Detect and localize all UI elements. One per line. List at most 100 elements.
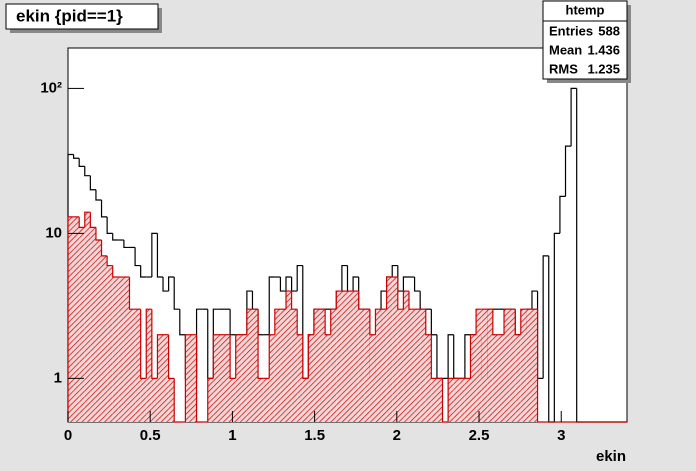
bar-outline xyxy=(89,212,96,228)
bar-fill xyxy=(414,309,421,422)
bar-outline xyxy=(72,154,80,159)
bar-fill xyxy=(118,277,124,422)
bar-outline xyxy=(268,276,275,335)
bar-outline xyxy=(307,334,314,379)
bar-outline xyxy=(212,334,219,379)
bar-fill xyxy=(425,334,432,422)
bar-fill xyxy=(274,309,281,422)
bar-fill xyxy=(157,334,164,422)
bar-outline xyxy=(296,309,303,336)
bar-outline xyxy=(313,308,320,335)
bar-outline xyxy=(140,309,147,379)
y-tick-label: 10 xyxy=(45,224,62,241)
bar-fill xyxy=(286,291,292,422)
bar-outline xyxy=(134,247,141,267)
bar-fill xyxy=(470,334,477,422)
bar-fill xyxy=(319,309,326,422)
bar-fill xyxy=(459,378,465,422)
bar-fill xyxy=(436,378,443,422)
bar-fill xyxy=(520,309,527,422)
bar-fill xyxy=(213,334,219,422)
bar-outline xyxy=(430,334,437,379)
bar-outline xyxy=(564,145,572,197)
bar-fill xyxy=(526,309,532,422)
x-tick-label: 1 xyxy=(228,427,236,444)
bar-outline xyxy=(352,276,359,292)
bar-outline xyxy=(296,264,303,292)
bar-fill xyxy=(364,309,370,422)
bar-outline xyxy=(391,264,398,278)
bar-outline xyxy=(386,276,393,310)
bar-fill xyxy=(341,291,348,422)
bar-fill xyxy=(224,334,231,422)
y-tick-label: 1 xyxy=(54,369,62,386)
bar-fill xyxy=(498,334,505,422)
bar-fill xyxy=(123,277,130,422)
bar-outline xyxy=(503,308,510,335)
bar-outline xyxy=(151,309,158,379)
bar-outline xyxy=(162,277,169,292)
stats-value: 1.235 xyxy=(587,61,620,76)
bar-fill xyxy=(515,334,521,422)
chart-title: ekin {pid==1} xyxy=(16,6,123,25)
x-tick-label: 0 xyxy=(64,427,72,444)
bar-outline xyxy=(274,308,281,335)
bar-fill xyxy=(347,291,354,422)
bar-fill xyxy=(168,378,175,422)
bar-fill xyxy=(90,227,96,422)
bar-fill xyxy=(408,309,415,422)
bar-outline xyxy=(168,334,175,379)
bar-fill xyxy=(531,309,538,422)
x-tick-label: 1.5 xyxy=(304,427,325,444)
bar-outline xyxy=(95,189,102,201)
bar-fill xyxy=(353,291,359,422)
title-box xyxy=(5,3,159,30)
bar-outline xyxy=(151,232,158,278)
bar-fill xyxy=(481,309,488,422)
stats-value: 588 xyxy=(598,23,620,38)
bar-fill xyxy=(84,212,91,422)
bar-fill xyxy=(297,334,303,422)
bar-outline xyxy=(335,290,342,310)
bar-outline xyxy=(89,175,96,191)
bar-outline xyxy=(100,240,108,257)
bar-fill xyxy=(381,309,387,422)
bar-fill xyxy=(313,309,320,422)
x-axis-label: ekin xyxy=(596,448,626,465)
bar-outline xyxy=(531,290,538,310)
bar-outline xyxy=(279,277,287,292)
bar-outline xyxy=(173,277,180,310)
bar-outline xyxy=(514,309,521,336)
bar-fill xyxy=(330,309,337,422)
bar-fill xyxy=(487,309,493,422)
bar-outline xyxy=(324,309,331,336)
stats-label: Mean xyxy=(549,42,582,57)
bar-fill xyxy=(112,277,119,422)
stats-label: Entries xyxy=(549,23,593,38)
bar-fill xyxy=(263,378,270,422)
bar-outline xyxy=(78,216,85,228)
bar-outline xyxy=(358,291,365,310)
bar-fill xyxy=(336,291,342,422)
bar-fill xyxy=(246,309,253,422)
bar-outline xyxy=(441,378,449,423)
bar-outline xyxy=(207,377,214,422)
bar-outline xyxy=(413,277,421,292)
bar-fill xyxy=(252,309,259,422)
bar-outline xyxy=(302,334,309,379)
bar-fill xyxy=(431,378,437,422)
x-tick-label: 2 xyxy=(393,427,401,444)
bar-outline xyxy=(106,255,113,267)
bar-fill xyxy=(241,334,247,422)
bar-fill xyxy=(68,216,74,422)
stats-label: RMS xyxy=(549,61,578,76)
bar-fill xyxy=(386,277,393,422)
bar-fill xyxy=(325,334,331,422)
bar-outline xyxy=(570,87,577,147)
bar-outline xyxy=(553,232,560,422)
bar-fill xyxy=(146,309,152,422)
bar-outline xyxy=(84,211,91,228)
bar-fill xyxy=(230,378,236,422)
bar-outline xyxy=(492,309,499,336)
